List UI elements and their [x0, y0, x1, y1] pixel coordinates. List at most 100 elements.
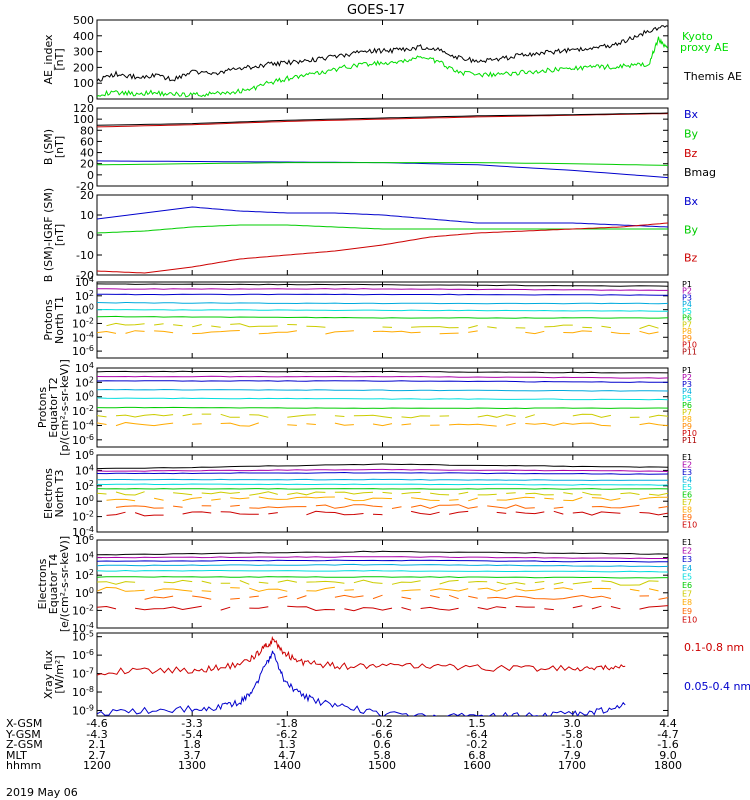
series-line — [97, 556, 668, 560]
series-line — [97, 308, 668, 312]
y-tick-label: 104 — [75, 551, 94, 565]
series-line — [97, 288, 668, 291]
y-tick-label: 10-6 — [72, 433, 94, 447]
legend-entry: P10 — [682, 341, 697, 350]
legend-entry: P7 — [682, 408, 692, 417]
legend-entry: E5 — [682, 572, 692, 581]
footer-value: -0.2 — [371, 717, 392, 730]
y-tick-label: 102 — [75, 568, 94, 582]
series-line — [97, 468, 668, 472]
series-line — [97, 605, 668, 612]
date-label: 2019 May 06 — [6, 786, 78, 799]
series-line — [97, 483, 668, 486]
y-tick-label: 100 — [75, 303, 94, 317]
y-axis-label: Equator T2 — [47, 377, 60, 437]
footer-value: 7.9 — [563, 749, 581, 762]
series-line — [97, 559, 668, 563]
legend-entry: By — [684, 127, 699, 140]
y-axis-label: Protons — [36, 387, 49, 428]
footer-value: 1400 — [273, 759, 301, 772]
series-line — [97, 635, 626, 676]
footer-value: 1.8 — [183, 738, 201, 751]
legend-entry: Bz — [684, 147, 698, 160]
footer-value: -3.3 — [181, 717, 202, 730]
legend-entry: E6 — [682, 491, 692, 500]
y-tick-label: 10-6 — [72, 344, 94, 358]
legend-entry: E1 — [682, 538, 692, 547]
y-tick-label: 0 — [87, 169, 94, 182]
y-tick-label: 10-5 — [72, 630, 94, 644]
panel-frame — [96, 281, 669, 359]
y-tick-label: 20 — [80, 189, 94, 202]
y-tick-label: 0 — [87, 93, 94, 106]
y-tick-label: 500 — [73, 14, 94, 27]
footer-row-label: Z-GSM — [6, 738, 43, 751]
y-tick-label: 102 — [75, 289, 94, 303]
series-line — [97, 463, 668, 470]
y-tick-label: -20 — [76, 180, 94, 193]
y-tick-label: 104 — [75, 361, 94, 375]
footer-value: 3.7 — [183, 749, 201, 762]
y-tick-label: 300 — [73, 46, 94, 59]
legend-entry: E5 — [682, 483, 692, 492]
series-line — [97, 471, 668, 475]
footer-value: 1200 — [83, 759, 111, 772]
legend: Bx By Bz — [684, 195, 699, 265]
series-line — [97, 397, 668, 401]
legend-entry: 0.1-0.8 nm — [684, 641, 744, 654]
footer-value: 1700 — [558, 759, 586, 772]
series-line — [97, 650, 626, 716]
footer-value: -0.2 — [466, 738, 487, 751]
panel-frame — [96, 19, 669, 100]
series-line — [97, 488, 668, 490]
series-line — [97, 113, 668, 128]
footer-value: 1800 — [654, 759, 682, 772]
series-line — [97, 283, 668, 287]
y-axis-label: Xray flux — [42, 649, 55, 699]
footer-value: 1300 — [178, 759, 206, 772]
legend-entry: P4 — [682, 387, 692, 396]
legend-entry: E10 — [682, 521, 697, 530]
footer-value: -5.8 — [561, 728, 582, 741]
panel-frame — [96, 632, 669, 717]
y-tick-label: 100 — [75, 390, 94, 404]
footer-row-label: Y-GSM — [5, 728, 41, 741]
y-tick-label: 102 — [75, 375, 94, 389]
series-line — [97, 380, 668, 383]
series-line — [97, 491, 668, 496]
footer-value: 6.8 — [468, 749, 486, 762]
legend-entry: P7 — [682, 320, 692, 329]
footer-value: 1500 — [368, 759, 396, 772]
legend-entry: E6 — [682, 581, 692, 590]
footer-value: -1.8 — [276, 717, 297, 730]
y-tick-label: 20 — [80, 158, 94, 171]
legend-entry: P8 — [682, 415, 692, 424]
series-line — [97, 370, 668, 374]
y-tick-label: 80 — [80, 124, 94, 137]
footer-value: 2.7 — [88, 749, 106, 762]
series-line — [97, 375, 668, 379]
panel-frame — [96, 194, 669, 276]
y-axis-label: North T1 — [53, 296, 66, 344]
y-tick-label: 10-7 — [72, 667, 94, 681]
footer-row-label: X-GSM — [6, 717, 42, 730]
series-line — [97, 331, 668, 335]
series-line — [97, 206, 668, 228]
legend-entry: Kyoto — [682, 30, 713, 43]
legend-entry: P11 — [682, 436, 697, 445]
legend-entry: E7 — [682, 498, 692, 507]
legend-entry: P2 — [682, 287, 692, 296]
footer-value: -1.6 — [657, 738, 678, 751]
legend-entry: P9 — [682, 422, 692, 431]
legend-entry: E7 — [682, 590, 692, 599]
y-tick-label: 100 — [75, 494, 94, 508]
series-line — [106, 510, 668, 517]
series-line — [97, 222, 668, 274]
series-line — [107, 323, 669, 328]
series-line — [115, 504, 668, 509]
